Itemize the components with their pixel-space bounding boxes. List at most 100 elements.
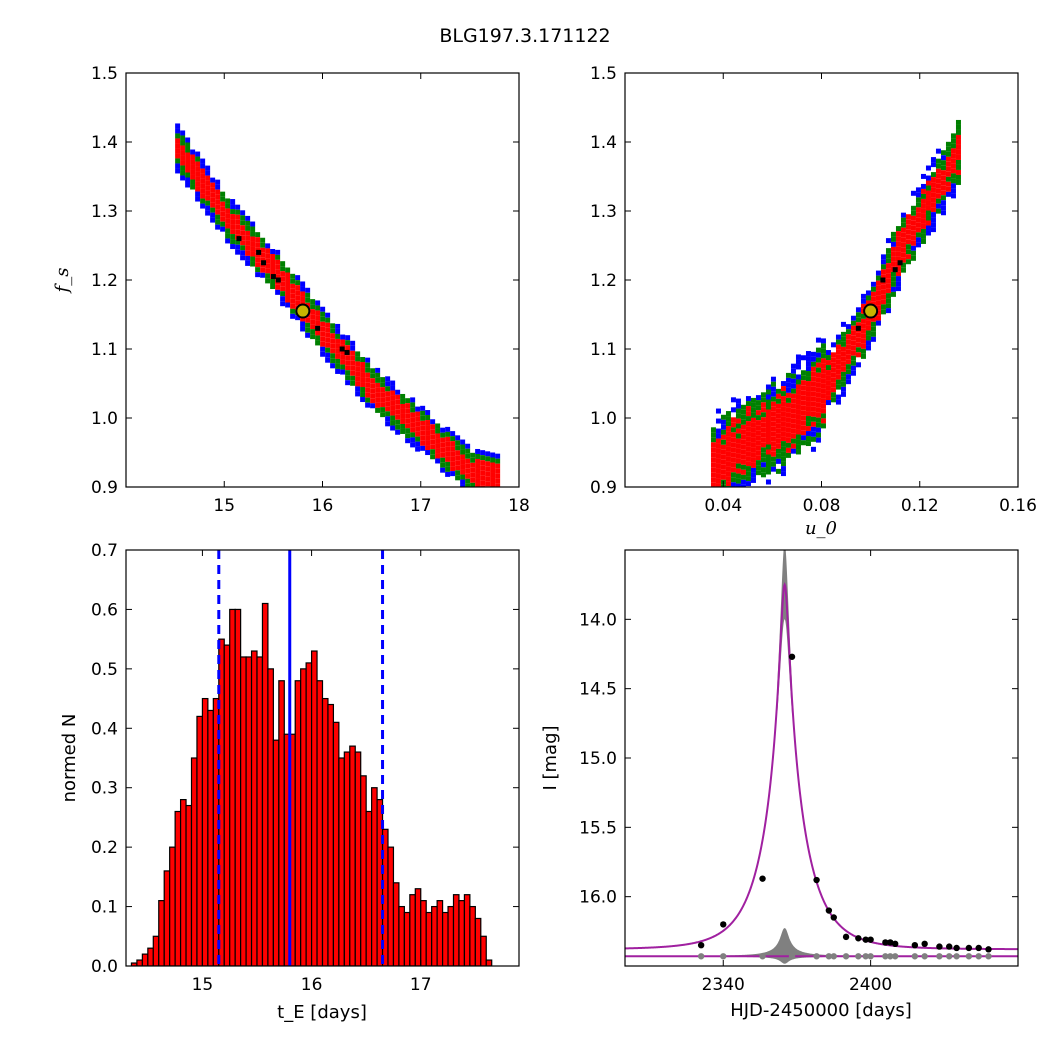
cell-min-chi2: [855, 325, 861, 331]
cell-2sigma: [765, 469, 771, 475]
cell-1sigma: [220, 211, 226, 217]
cell-3sigma: [320, 346, 326, 352]
cell-2sigma: [810, 436, 816, 442]
cell-3sigma: [410, 397, 416, 403]
cell-1sigma: [190, 164, 196, 170]
y-axis-label: f_s: [52, 268, 73, 295]
cell-2sigma: [745, 466, 751, 472]
cell-1sigma: [935, 168, 941, 174]
cell-1sigma: [185, 167, 191, 173]
cell-1sigma: [775, 438, 781, 444]
cell-1sigma: [715, 463, 721, 469]
cell-1sigma: [390, 390, 396, 396]
cell-2sigma: [730, 472, 736, 478]
cell-2sigma: [735, 478, 741, 484]
cell-1sigma: [310, 314, 316, 320]
cell-1sigma: [910, 240, 916, 246]
cell-3sigma: [775, 458, 781, 464]
data-point: [842, 933, 850, 941]
cell-2sigma: [265, 278, 271, 284]
cell-1sigma: [875, 305, 881, 311]
cell-3sigma: [205, 205, 211, 211]
cell-2sigma: [470, 482, 476, 487]
cell-2sigma: [890, 236, 896, 242]
cell-1sigma: [935, 178, 941, 184]
cell-1sigma: [455, 465, 461, 471]
cell-1sigma: [835, 369, 841, 375]
cell-1sigma: [775, 403, 781, 409]
cell-1sigma: [180, 145, 186, 151]
cell-1sigma: [360, 377, 366, 383]
cell-1sigma: [210, 187, 216, 193]
cell-1sigma: [420, 440, 426, 446]
cell-1sigma: [395, 414, 401, 420]
cell-2sigma: [325, 317, 331, 323]
cell-3sigma: [235, 249, 241, 255]
cell-2sigma: [225, 198, 231, 204]
cell-3sigma: [930, 227, 936, 233]
cell-3sigma: [780, 381, 786, 387]
heatmap-cells: [175, 123, 501, 487]
cell-3sigma: [845, 324, 851, 330]
cell-1sigma: [220, 216, 226, 222]
cell-2sigma: [330, 358, 336, 364]
residual-point: [882, 953, 889, 960]
cell-3sigma: [410, 437, 416, 443]
cell-1sigma: [315, 320, 321, 326]
cell-2sigma: [890, 276, 896, 282]
cell-3sigma: [485, 451, 491, 457]
cell-2sigma: [940, 160, 946, 166]
cell-1sigma: [780, 436, 786, 442]
cell-1sigma: [275, 274, 281, 280]
cell-2sigma: [755, 405, 761, 411]
cell-1sigma: [245, 250, 251, 256]
cell-1sigma: [470, 472, 476, 478]
cell-1sigma: [750, 422, 756, 428]
cell-1sigma: [875, 315, 881, 321]
cell-1sigma: [855, 342, 861, 348]
cell-1sigma: [805, 396, 811, 402]
cell-3sigma: [945, 191, 951, 197]
cell-3sigma: [425, 410, 431, 416]
cell-1sigma: [340, 354, 346, 360]
cell-3sigma: [825, 400, 831, 406]
y-tick-label: 0.0: [91, 957, 118, 977]
cell-1sigma: [215, 194, 221, 200]
cell-3sigma: [190, 149, 196, 155]
cell-2sigma: [250, 256, 256, 262]
cell-2sigma: [745, 416, 751, 422]
cell-3sigma: [475, 448, 481, 454]
cell-2sigma: [765, 444, 771, 450]
cell-1sigma: [235, 229, 241, 235]
residual-point: [862, 953, 869, 960]
cell-2sigma: [385, 386, 391, 392]
cell-1sigma: [300, 296, 306, 302]
cell-2sigma: [910, 255, 916, 261]
cell-1sigma: [790, 393, 796, 399]
cell-3sigma: [875, 320, 881, 326]
cell-3sigma: [805, 361, 811, 367]
cell-3sigma: [950, 193, 956, 199]
cell-1sigma: [425, 435, 431, 441]
cell-1sigma: [790, 398, 796, 404]
cell-1sigma: [250, 241, 256, 247]
cell-1sigma: [790, 403, 796, 409]
cell-1sigma: [955, 139, 961, 145]
cell-2sigma: [405, 428, 411, 434]
cell-1sigma: [310, 309, 316, 315]
cell-3sigma: [780, 471, 786, 477]
cell-3sigma: [825, 350, 831, 356]
cell-2sigma: [885, 248, 891, 254]
residual-point: [813, 953, 820, 960]
cell-1sigma: [275, 269, 281, 275]
cell-2sigma: [945, 141, 951, 147]
cell-2sigma: [870, 326, 876, 332]
cell-3sigma: [345, 380, 351, 386]
cell-3sigma: [805, 431, 811, 437]
histogram-bar: [196, 715, 204, 966]
cell-1sigma: [390, 410, 396, 416]
residual-point: [975, 953, 982, 960]
cell-1sigma: [495, 483, 501, 487]
cell-1sigma: [195, 161, 201, 167]
cell-3sigma: [385, 381, 391, 387]
